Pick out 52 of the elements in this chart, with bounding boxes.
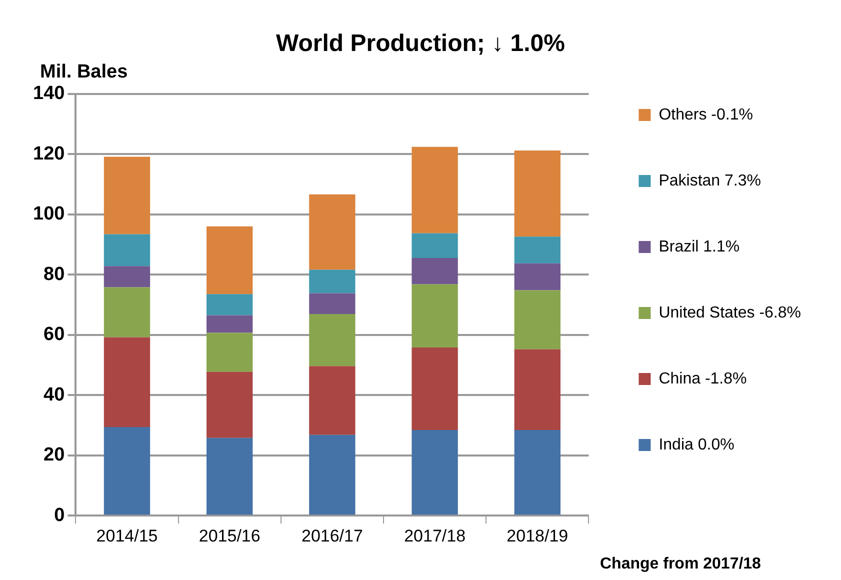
text: Change from 2017/18 [600, 555, 762, 572]
bar [104, 427, 150, 515]
x-tick-label: 2015/16 [198, 526, 260, 546]
y-tick-label: 40 [44, 384, 65, 406]
bar [514, 236, 560, 264]
bar [104, 337, 150, 428]
y-tick-label: 60 [44, 324, 65, 346]
bar [514, 150, 560, 237]
bar [309, 270, 356, 294]
bar [514, 263, 560, 290]
bar [412, 284, 458, 348]
bar [206, 372, 253, 438]
bar [309, 293, 356, 314]
bar [309, 366, 356, 435]
x-tick-label: 2014/15 [96, 526, 158, 546]
y-axis-title: Mil. Bales [40, 62, 128, 83]
x-tick-label: 2017/18 [404, 526, 466, 546]
y-tick-label: 140 [33, 83, 65, 104]
y-tick-label: 120 [33, 143, 65, 164]
bar [309, 434, 356, 515]
bar [206, 315, 253, 333]
y-tick-label: 0 [54, 504, 65, 526]
bar [104, 156, 150, 234]
chart-title: World Production; ↓ 1.0% [276, 30, 565, 58]
bar [412, 258, 458, 284]
bar [412, 347, 458, 430]
bar [206, 438, 253, 515]
y-tick-label: 80 [44, 264, 65, 285]
legend-label: China -1.8% [658, 370, 747, 388]
bar [514, 349, 560, 430]
legend-label: Others -0.1% [658, 106, 753, 124]
y-tick-label: 20 [44, 444, 65, 466]
legend-label: United States -6.8% [658, 304, 801, 322]
bar [412, 146, 458, 234]
bar [206, 226, 253, 294]
bar [206, 332, 253, 372]
legend-label: Brazil 1.1% [658, 238, 740, 256]
x-tick-label: 2016/17 [301, 526, 363, 546]
bar [104, 266, 150, 288]
bar [412, 430, 458, 515]
y-tick-label: 100 [33, 204, 65, 225]
bar [514, 430, 560, 515]
bar [309, 194, 356, 270]
bar [206, 294, 253, 316]
bar [412, 233, 458, 258]
bar [309, 314, 356, 366]
legend-label: India 0.0% [658, 436, 734, 454]
bar [514, 290, 560, 350]
x-tick-label: 2018/19 [506, 526, 568, 546]
bar [104, 287, 150, 338]
bar [104, 234, 150, 266]
legend-label: Pakistan 7.3% [658, 172, 761, 190]
